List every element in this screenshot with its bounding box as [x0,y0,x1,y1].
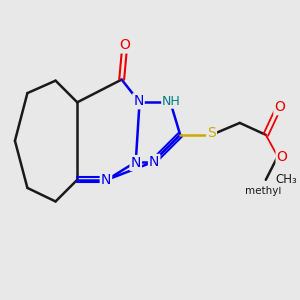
Text: methyl: methyl [245,186,281,196]
Text: N: N [101,173,111,187]
Text: N: N [130,156,141,170]
Text: O: O [274,100,285,114]
Text: S: S [207,126,216,140]
Text: N: N [149,155,159,169]
Text: O: O [119,38,130,52]
Text: O: O [277,149,287,164]
Text: CH₃: CH₃ [275,173,297,186]
Text: NH: NH [162,95,181,108]
Text: N: N [133,94,144,108]
